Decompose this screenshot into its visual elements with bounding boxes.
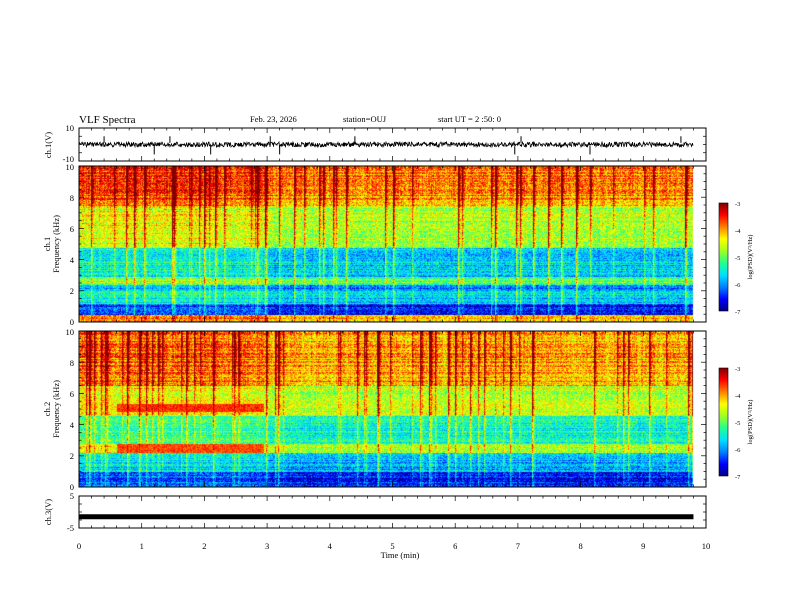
date-label: Feb. 23, 2026 bbox=[250, 114, 297, 124]
ch2-ytick-6: 6 bbox=[70, 389, 74, 399]
ch2-colorbar-label: log(PSD)(V²/Hz) bbox=[747, 400, 754, 445]
x-axis-label: Time (min) bbox=[381, 550, 420, 560]
xtick-label-4: 4 bbox=[328, 541, 333, 551]
xtick-label-2: 2 bbox=[202, 541, 206, 551]
ch2-frequency-axis-label: Frequency (kHz) bbox=[51, 380, 61, 438]
xtick-label-10: 10 bbox=[702, 541, 711, 551]
ch2-colorbar-tick-neg7: -7 bbox=[735, 474, 741, 481]
ch1-ytick-top: 10 bbox=[66, 123, 75, 133]
ch2-ytick-8: 8 bbox=[70, 358, 74, 368]
ch3-ytick-top: 5 bbox=[70, 491, 74, 501]
ch1-waveform-line bbox=[78, 140, 694, 149]
ch1-ytick-4: 4 bbox=[70, 255, 75, 265]
ch1-colorbar-label: log(PSD)(V²/Hz) bbox=[747, 235, 754, 280]
ch2-spectrogram-container bbox=[79, 331, 706, 487]
ch2-colorbar bbox=[718, 367, 729, 477]
ch2-ytick-2: 2 bbox=[70, 451, 74, 461]
ch2-spectrogram-panel: 0 2 4 6 8 10 ch.2 Frequency (kHz) -3 -4 … bbox=[42, 327, 754, 492]
xtick-label-6: 6 bbox=[453, 541, 457, 551]
ch2-ytick-4: 4 bbox=[70, 420, 75, 430]
ch1-ytick-0: 0 bbox=[70, 317, 74, 327]
ch1-frequency-axis-label: Frequency (kHz) bbox=[51, 215, 61, 273]
ch1-colorbar-tick-neg7: -7 bbox=[735, 309, 741, 316]
ch2-channel-label: ch.2 bbox=[42, 402, 52, 416]
ch1-colorbar-tick-neg5: -5 bbox=[735, 255, 740, 262]
ch1-colorbar bbox=[718, 202, 729, 312]
ch2-colorbar-tick-neg6: -6 bbox=[735, 447, 741, 454]
xtick-label-7: 7 bbox=[516, 541, 520, 551]
ch3-waveform-panel: 5 -5 ch.3(V) bbox=[43, 491, 707, 533]
ch1-waveform-spikes bbox=[103, 136, 682, 155]
ch1-ytick-10: 10 bbox=[66, 162, 75, 172]
ch3-waveform-ylabel: ch.3(V) bbox=[43, 499, 53, 525]
xtick-label-0: 0 bbox=[77, 541, 81, 551]
ch2-colorbar-tick-neg5: -5 bbox=[735, 420, 740, 427]
ch1-spectrogram-canvas bbox=[79, 166, 706, 322]
ch2-spectrogram-canvas bbox=[79, 331, 706, 487]
ch1-channel-label: ch.1 bbox=[42, 237, 52, 251]
figure-title: VLF Spectra bbox=[79, 114, 136, 126]
ch1-colorbar-tick-neg4: -4 bbox=[735, 228, 741, 235]
ch1-ytick-2: 2 bbox=[70, 286, 74, 296]
ch1-ytick-6: 6 bbox=[70, 224, 74, 234]
xtick-label-8: 8 bbox=[578, 541, 582, 551]
ch2-colorbar-tick-neg4: -4 bbox=[735, 393, 741, 400]
ch1-waveform-panel: 10 -10 ch.1(V) bbox=[43, 123, 707, 164]
ch3-ytick-bottom: -5 bbox=[67, 523, 74, 533]
ch1-ytick-8: 8 bbox=[70, 193, 74, 203]
ch1-spectrogram-panel: 0 2 4 6 8 10 ch.1 Frequency (kHz) -3 -4 … bbox=[42, 162, 754, 327]
xtick-label-5: 5 bbox=[390, 541, 394, 551]
ch1-colorbar-tick-neg3: -3 bbox=[735, 201, 740, 208]
ch1-spectrogram-container bbox=[79, 166, 706, 322]
ch2-ytick-10: 10 bbox=[66, 327, 75, 337]
ch1-colorbar-tick-neg6: -6 bbox=[735, 282, 741, 289]
ch1-ytick-bottom: -10 bbox=[63, 154, 74, 164]
xtick-label-3: 3 bbox=[265, 541, 269, 551]
xtick-label-9: 9 bbox=[641, 541, 645, 551]
station-label: station=OUJ bbox=[343, 114, 387, 124]
ch2-colorbar-tick-neg3: -3 bbox=[735, 366, 740, 373]
xtick-label-1: 1 bbox=[140, 541, 144, 551]
axis-tick-marks bbox=[78, 127, 707, 529]
ch1-waveform-ylabel: ch.1(V) bbox=[43, 132, 53, 158]
ch2-ytick-0: 0 bbox=[70, 482, 74, 492]
x-axis: 0 1 2 3 4 5 6 7 8 9 10 Time (min) bbox=[77, 541, 710, 560]
start-ut-label: start UT = 2 :50: 0 bbox=[438, 114, 501, 124]
